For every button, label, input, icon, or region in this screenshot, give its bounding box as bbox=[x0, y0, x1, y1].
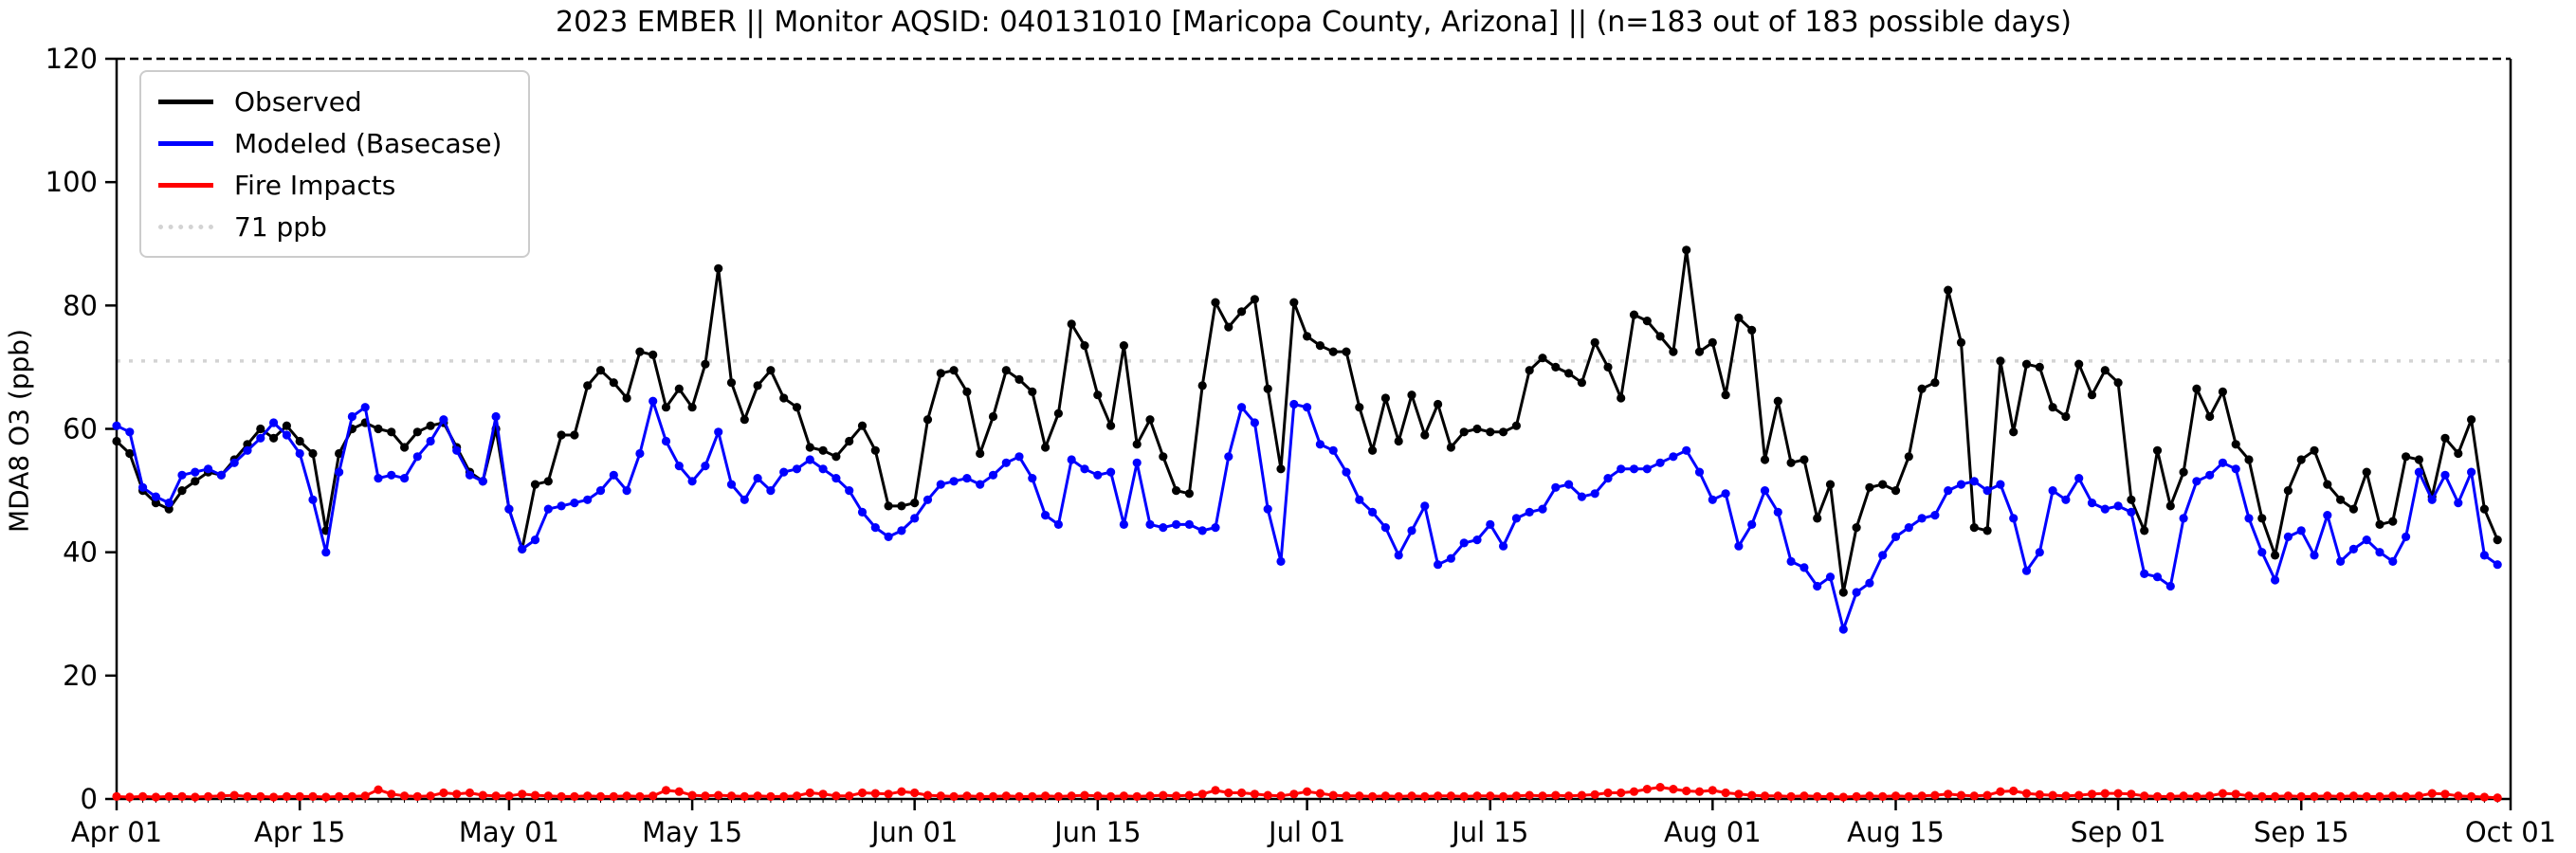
svg-text:40: 40 bbox=[63, 536, 98, 569]
legend: Observed Modeled (Basecase) Fire Impacts… bbox=[139, 70, 531, 258]
svg-text:Apr 15: Apr 15 bbox=[254, 816, 345, 848]
threshold-line-swatch bbox=[158, 224, 213, 229]
y-axis-ticks: 0 20 40 60 80 100 120 bbox=[46, 43, 117, 815]
svg-text:20: 20 bbox=[63, 660, 98, 692]
svg-text:Sep 15: Sep 15 bbox=[2254, 816, 2349, 848]
legend-label-modeled: Modeled (Basecase) bbox=[234, 127, 502, 159]
svg-text:Apr 01: Apr 01 bbox=[71, 816, 162, 848]
fire-series bbox=[112, 783, 2502, 803]
svg-text:Jun 01: Jun 01 bbox=[869, 816, 958, 848]
legend-item-modeled: Modeled (Basecase) bbox=[158, 127, 502, 159]
legend-item-fire: Fire Impacts bbox=[158, 169, 502, 201]
svg-text:Jul 15: Jul 15 bbox=[1450, 816, 1528, 848]
svg-text:May 15: May 15 bbox=[642, 816, 742, 848]
svg-text:Aug 01: Aug 01 bbox=[1664, 816, 1762, 848]
observed-line-swatch bbox=[158, 99, 213, 104]
legend-item-observed: Observed bbox=[158, 85, 502, 118]
svg-text:Aug 15: Aug 15 bbox=[1847, 816, 1945, 848]
svg-text:Sep 01: Sep 01 bbox=[2071, 816, 2166, 848]
x-axis-ticks: Apr 01 Apr 15 May 01 May 15 Jun 01 Jun 15 Jul … bbox=[71, 799, 2556, 848]
observed-series bbox=[112, 245, 2502, 597]
modeled-line-swatch bbox=[158, 140, 213, 146]
svg-text:80: 80 bbox=[63, 289, 98, 321]
modeled-series bbox=[112, 396, 2502, 634]
legend-label-threshold: 71 ppb bbox=[234, 210, 327, 243]
svg-text:Jun 15: Jun 15 bbox=[1052, 816, 1141, 848]
svg-text:Jul 01: Jul 01 bbox=[1267, 816, 1345, 848]
svg-text:120: 120 bbox=[46, 43, 98, 75]
svg-text:May 01: May 01 bbox=[459, 816, 559, 848]
legend-label-observed: Observed bbox=[234, 85, 362, 118]
legend-item-threshold: 71 ppb bbox=[158, 210, 502, 243]
svg-text:0: 0 bbox=[81, 783, 98, 815]
svg-text:100: 100 bbox=[46, 166, 98, 198]
legend-label-fire: Fire Impacts bbox=[234, 169, 396, 201]
svg-text:60: 60 bbox=[63, 413, 98, 445]
chart-title: 2023 EMBER || Monitor AQSID: 040131010 [… bbox=[555, 6, 2073, 39]
svg-text:Oct 01: Oct 01 bbox=[2465, 816, 2556, 848]
fire-line-swatch bbox=[158, 182, 213, 188]
